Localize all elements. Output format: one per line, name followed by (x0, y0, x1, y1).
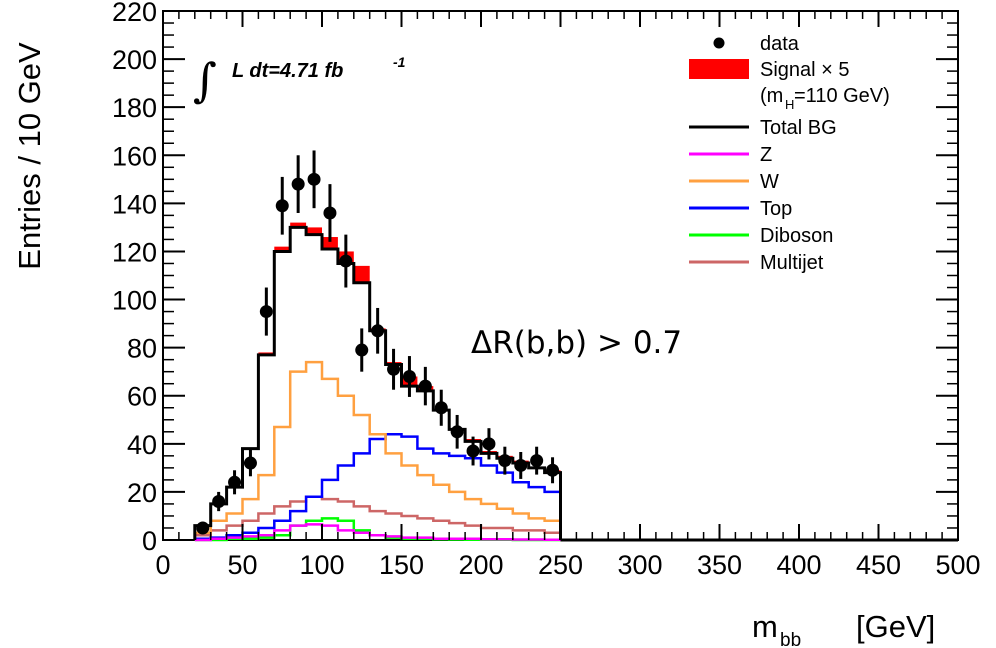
signal-bar (290, 222, 307, 228)
integral-sign: ∫ (193, 53, 217, 107)
data-point (212, 495, 226, 509)
legend-item-top: Top (689, 198, 792, 220)
legend-label-z: Z (760, 144, 772, 166)
x-axis-title-unit: [GeV] (856, 609, 935, 644)
y-tick-label: 200 (112, 45, 157, 75)
data-point (387, 362, 401, 376)
data-point (307, 172, 321, 186)
y-tick-label: 100 (112, 286, 157, 316)
legend: data Signal × 5 (m H =110 GeV) Total BG Z… (689, 33, 890, 274)
data-point (323, 206, 337, 220)
signal-bar (322, 237, 338, 250)
series-line-w (193, 360, 562, 540)
legend-label-signal: Signal × 5 (760, 59, 850, 81)
legend-item-signal: Signal × 5 (m H =110 GeV) (689, 59, 890, 112)
x-tick-label: 200 (458, 550, 503, 580)
series-layer (193, 225, 958, 542)
legend-series: Total BG ZW Top Diboson Multijet (689, 117, 837, 274)
data-point (482, 437, 496, 451)
data-point (275, 199, 289, 213)
x-axis-title-main: m (752, 609, 778, 644)
series-line-multijet (193, 495, 562, 540)
x-axis-title: m bb [GeV] (752, 609, 935, 648)
x-tick-label: 450 (856, 550, 901, 580)
legend-label-top: Top (760, 198, 792, 220)
y-tick-label: 0 (142, 526, 157, 556)
data-point (418, 379, 432, 393)
legend-label-signal-mass: (m (760, 85, 783, 107)
data-point (355, 343, 369, 357)
x-tick-label: 100 (299, 550, 344, 580)
x-tick-label: 250 (538, 550, 583, 580)
legend-data-marker (713, 37, 725, 49)
y-axis-title: Entries / 10 GeV (12, 42, 47, 270)
data-point (466, 444, 480, 458)
x-tick-label: 0 (155, 550, 170, 580)
series-line-z (194, 523, 562, 542)
axes-layer: 0 20 40 60 80 100 120 140 160 180 200 220 0 50 100 150 2… (112, 0, 981, 580)
x-tick-label: 350 (697, 550, 742, 580)
data-layer (196, 150, 560, 535)
legend-item-data: data (713, 33, 800, 55)
y-tick-label: 40 (127, 430, 157, 460)
legend-label-diboson: Diboson (760, 225, 833, 247)
data-point (259, 305, 273, 319)
data-point (339, 254, 353, 268)
y-tick-label: 160 (112, 141, 157, 171)
y-tick-label: 180 (112, 93, 157, 123)
y-tick-label: 220 (112, 0, 157, 27)
y-tick-label: 120 (112, 237, 157, 267)
legend-item-total-bg: Total BG (689, 117, 837, 139)
legend-item-multijet: Multijet (689, 252, 824, 274)
x-tick-label: 400 (776, 550, 821, 580)
data-point (371, 324, 385, 338)
data-point (514, 458, 528, 472)
data-point (196, 521, 210, 535)
data-point (243, 456, 257, 470)
data-point (450, 425, 464, 439)
data-point (228, 475, 242, 489)
data-point (402, 369, 416, 383)
legend-label-signal-mass-tail: =110 GeV) (794, 85, 890, 107)
data-point (498, 454, 512, 468)
x-tick-label: 300 (617, 550, 662, 580)
cut-label: ΔR(b,b) > 0.7 (471, 325, 682, 361)
signal-bar (274, 246, 291, 252)
legend-item-w: W (689, 171, 779, 193)
y-tick-label: 80 (127, 334, 157, 364)
data-point (530, 454, 544, 468)
y-tick-label: 60 (127, 382, 157, 412)
legend-signal-swatch (689, 59, 749, 79)
data-point (434, 401, 448, 415)
legend-label-data: data (760, 33, 800, 55)
x-tick-label: 150 (379, 550, 424, 580)
luminosity-label: ∫ L dt=4.71 fb -1 (193, 53, 406, 107)
legend-label-w: W (760, 171, 779, 193)
signal-bar (353, 265, 370, 283)
x-tick-label: 500 (935, 550, 980, 580)
y-tick-label: 20 (127, 478, 157, 508)
data-point (546, 463, 560, 477)
x-axis-title-sub: bb (780, 630, 801, 648)
signal-bar (306, 227, 322, 235)
legend-label-signal-mass-sub: H (785, 97, 794, 112)
y-tick-label: 140 (112, 189, 157, 219)
series-line-top (193, 432, 562, 541)
legend-item-diboson: Diboson (689, 225, 833, 247)
luminosity-text: L dt=4.71 fb (232, 60, 343, 82)
series-line-total-bg (193, 225, 562, 540)
legend-item-z: Z (689, 144, 772, 166)
x-tick-label: 50 (227, 550, 257, 580)
legend-label-total-bg: Total BG (760, 117, 837, 139)
luminosity-exponent: -1 (393, 54, 406, 70)
legend-label-multijet: Multijet (760, 252, 824, 274)
data-point (291, 177, 305, 191)
